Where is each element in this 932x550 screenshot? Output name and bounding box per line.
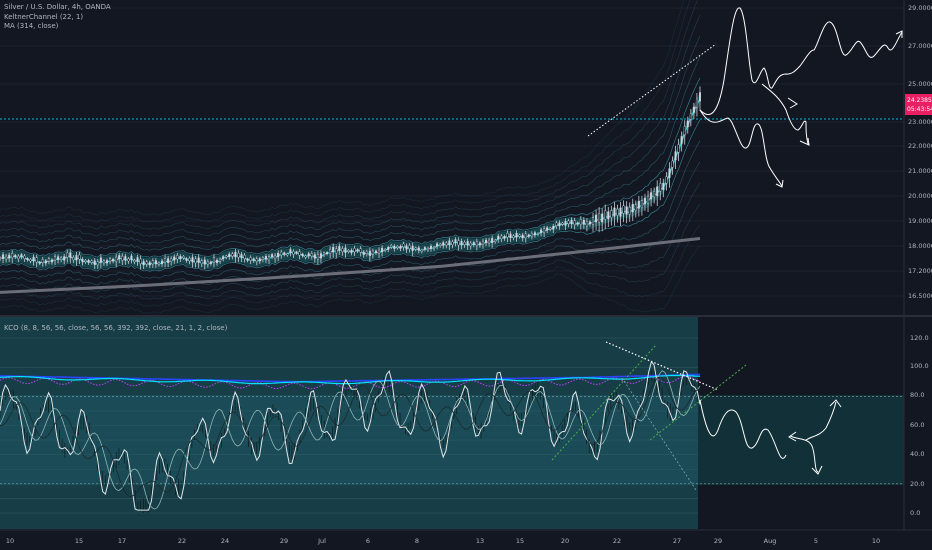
time-tick-label: 13: [476, 537, 484, 545]
price-tick-label: 18.00000: [908, 242, 932, 250]
time-tick-label: 10: [6, 537, 14, 545]
time-tick-label: 22: [178, 537, 186, 545]
ma-line: [0, 237, 701, 294]
time-tick-label: 8: [415, 537, 419, 545]
time-tick-label: 22: [613, 537, 621, 545]
price-badge-time: 05:43:54: [907, 106, 932, 113]
time-tick-label: 29: [714, 537, 722, 545]
price-candles: [0, 86, 702, 270]
ma-legend[interactable]: MA (314, close): [4, 22, 59, 30]
price-tick-label: 17.20000: [908, 267, 932, 275]
time-tick-label: 17: [118, 537, 126, 545]
oscillator-magenta-line: [0, 375, 701, 390]
osc-tick-label: 0.0: [910, 509, 920, 517]
osc-projection-zigzag[interactable]: [789, 401, 837, 473]
oscillator-drawings[interactable]: [551, 341, 842, 491]
oscillator-fast-line: [0, 360, 701, 511]
price-legend: Silver / U.S. Dollar, 4h, OANDA KeltnerC…: [4, 3, 111, 32]
price-tick-label: 29.00000: [908, 4, 932, 12]
time-axis[interactable]: 10 15 17 22 24 29 Jul 6 8 13 15 20 22 27 29 Aug 5 10: [6, 537, 880, 545]
price-drawings[interactable]: [587, 7, 903, 188]
oscillator-mid-line: [0, 370, 701, 510]
time-tick-label: 15: [516, 537, 524, 545]
time-tick-label: 24: [221, 537, 229, 545]
oscillator-legend: KCO (8, 8, 56, 56, close, 56, 56, 392, 3…: [4, 324, 227, 334]
time-tick-label: 27: [673, 537, 681, 545]
osc-projection-arrow-left[interactable]: [788, 431, 797, 442]
price-tick-label: 16.50000: [908, 292, 932, 300]
projection-arrow-small[interactable]: [799, 137, 810, 146]
symbol-title[interactable]: Silver / U.S. Dollar, 4h, OANDA: [4, 3, 111, 11]
price-axis-ticks: 29.00000 27.00000 25.00000 23.00000 22.00000…: [908, 4, 932, 300]
oscillator-future-zone: [698, 395, 904, 485]
time-tick-label: 6: [366, 537, 370, 545]
osc-projection-arrow-down[interactable]: [811, 465, 823, 475]
projection-path-up[interactable]: [699, 7, 903, 115]
price-tick-label: 27.00000: [908, 42, 932, 50]
keltner-legend[interactable]: KeltnerChannel (22, 1): [4, 12, 84, 21]
projection-path-down-b[interactable]: [761, 83, 809, 145]
oscillator-title[interactable]: KCO (8, 8, 56, 56, close, 56, 56, 392, 3…: [4, 324, 228, 332]
projection-arrow-down-a[interactable]: [775, 179, 784, 188]
price-grid: [0, 7, 904, 297]
time-tick-label: Jul: [317, 537, 326, 545]
osc-tick-label: 60.0: [910, 421, 924, 429]
osc-tick-label: 80.0: [910, 391, 924, 399]
time-tick-label: 29: [280, 537, 288, 545]
osc-green-line-up[interactable]: [551, 344, 657, 461]
projection-path-down-a[interactable]: [699, 109, 783, 187]
time-tick-label: 5: [814, 537, 818, 545]
projection-arrow-up[interactable]: [895, 30, 903, 38]
price-tick-label: 20.00000: [908, 192, 932, 200]
projection-arrow-down-b[interactable]: [787, 97, 798, 109]
price-tick-label: 21.00000: [908, 167, 932, 175]
osc-green-line-right[interactable]: [649, 364, 747, 441]
osc-tick-label: 40.0: [910, 450, 924, 458]
osc-tick-label: 120.0: [910, 334, 929, 342]
price-tick-label: 19.00000: [908, 217, 932, 225]
oscillator-slow-line: [0, 376, 701, 497]
osc-projection-arrow-up[interactable]: [829, 399, 842, 408]
price-tick-label: 22.00000: [908, 142, 932, 150]
osc-down-trendline[interactable]: [605, 341, 719, 391]
time-tick-label: 15: [75, 537, 83, 545]
osc-tick-label: 100.0: [910, 362, 929, 370]
osc-tick-label: 20.0: [910, 480, 924, 488]
oscillator-axis-ticks: 120.0 100.0 80.0 60.0 40.0 20.0 0.0: [910, 334, 929, 517]
price-tick-label: 25.00000: [908, 80, 932, 88]
oscillator-cyan-line: [0, 374, 701, 385]
time-tick-label: Aug: [764, 537, 777, 545]
time-tick-label: 10: [872, 537, 880, 545]
time-tick-label: 20: [561, 537, 569, 545]
price-tick-label: 23.00000: [908, 118, 932, 126]
osc-projection-path[interactable]: [699, 399, 787, 459]
